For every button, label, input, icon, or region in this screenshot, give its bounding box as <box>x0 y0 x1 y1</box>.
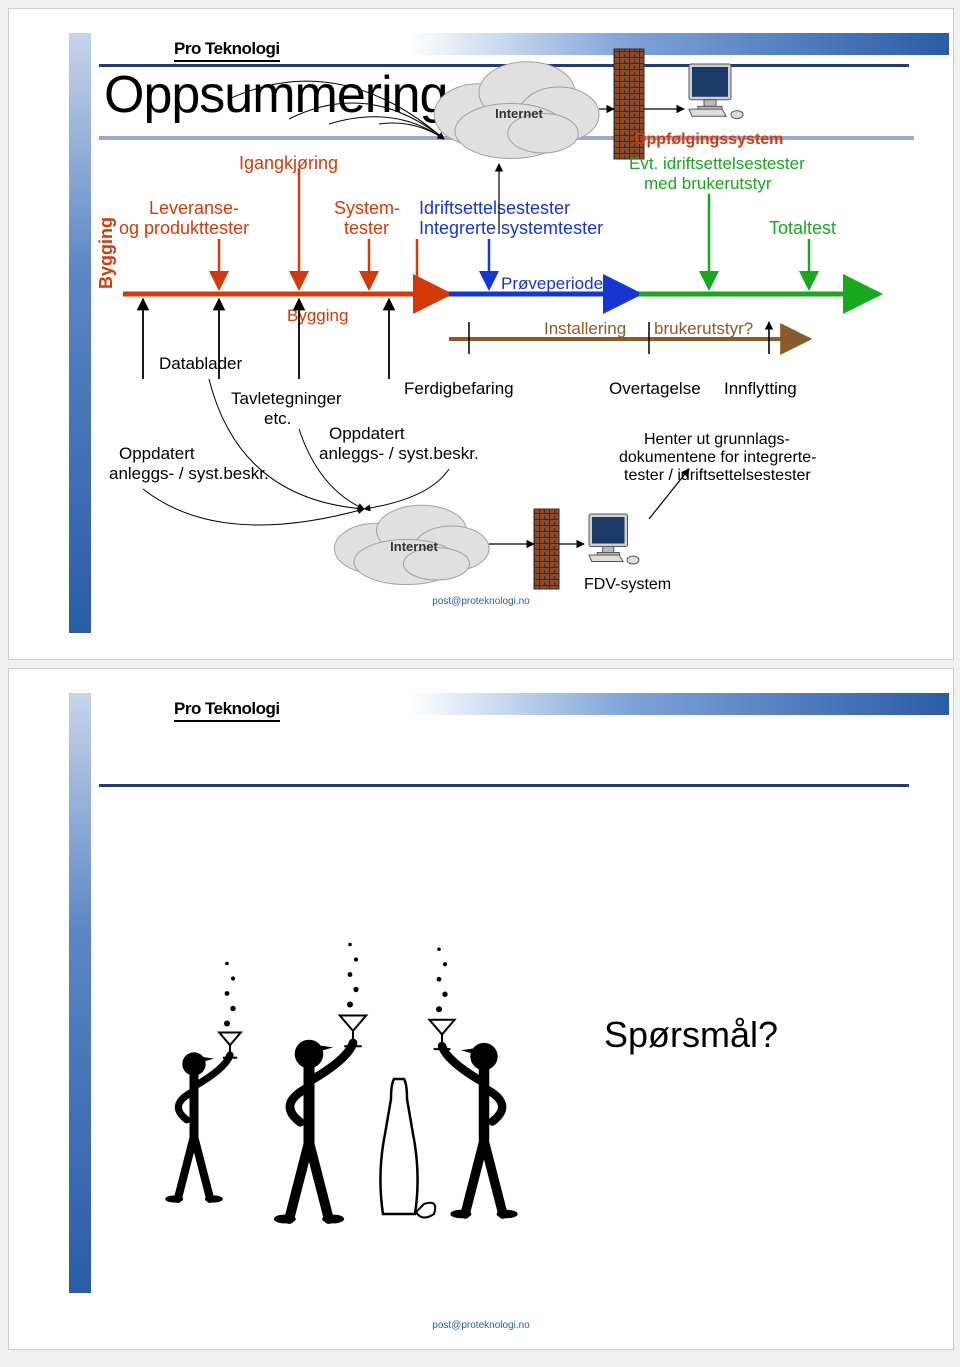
svg-text:Innflytting: Innflytting <box>724 379 797 398</box>
svg-text:Leveranse-: Leveranse- <box>149 198 239 218</box>
svg-text:dokumentene for integrerte-: dokumentene for integrerte- <box>619 449 816 466</box>
footer-email: post@proteknologi.no <box>432 1320 529 1331</box>
svg-text:Evt. idriftsettelsestester: Evt. idriftsettelsestester <box>629 154 805 173</box>
brand-text: Pro Teknologi <box>174 699 280 718</box>
sidebar-gradient <box>69 33 91 633</box>
svg-text:Datablader: Datablader <box>159 354 243 373</box>
top-gradient <box>409 693 949 715</box>
question-heading: Spørsmål? <box>604 1014 778 1056</box>
brand-logo: Pro Teknologi <box>174 699 280 722</box>
top-gradient <box>409 33 949 55</box>
svg-text:tester: tester <box>344 218 389 238</box>
svg-text:Internet: Internet <box>390 539 438 554</box>
svg-text:System-: System- <box>334 198 400 218</box>
brand-text: Pro Teknologi <box>174 39 280 58</box>
bygging-vertical-label: Bygging <box>96 217 117 289</box>
slide-oppsummering: Pro Teknologi Oppsummering Bygging <box>8 8 954 660</box>
svg-text:Integrerte systemtester: Integrerte systemtester <box>419 218 603 238</box>
svg-text:tester / idriftsettelsestester: tester / idriftsettelsestester <box>624 467 811 484</box>
svg-text:Prøveperiode: Prøveperiode <box>501 274 603 293</box>
svg-text:Oppdatert: Oppdatert <box>119 444 195 463</box>
svg-text:Oppdatert: Oppdatert <box>329 424 405 443</box>
header-rule <box>99 784 909 787</box>
svg-text:Ferdigbefaring: Ferdigbefaring <box>404 379 514 398</box>
svg-text:anleggs- / syst.beskr.: anleggs- / syst.beskr. <box>319 444 479 463</box>
svg-text:FDV-system: FDV-system <box>584 576 671 593</box>
svg-text:med brukerutstyr: med brukerutstyr <box>644 174 772 193</box>
svg-text:Igangkjøring: Igangkjøring <box>239 153 338 173</box>
svg-text:Oppfølgingssystem: Oppfølgingssystem <box>634 131 783 148</box>
svg-text:Installering: Installering <box>544 319 626 338</box>
slide-question: Pro Teknologi Spørsmål? post@proteknolog… <box>8 668 954 1350</box>
svg-text:og produkttester: og produkttester <box>119 218 249 238</box>
svg-text:Tavletegninger: Tavletegninger <box>231 389 342 408</box>
svg-text:Internet: Internet <box>495 106 543 121</box>
svg-text:Overtagelse: Overtagelse <box>609 379 701 398</box>
svg-text:etc.: etc. <box>264 409 291 428</box>
svg-text:brukerutstyr?: brukerutstyr? <box>654 319 753 338</box>
svg-text:Bygging: Bygging <box>287 306 348 325</box>
figures-svg <box>9 669 953 1349</box>
brand-logo: Pro Teknologi <box>174 39 280 62</box>
footer-email: post@proteknologi.no <box>432 596 529 607</box>
svg-text:Henter ut grunnlags-: Henter ut grunnlags- <box>644 431 790 448</box>
slide-title: Oppsummering <box>104 65 447 125</box>
svg-text:Idriftsettelsestester: Idriftsettelsestester <box>419 198 570 218</box>
svg-text:anleggs- / syst.beskr.: anleggs- / syst.beskr. <box>109 464 269 483</box>
svg-text:Totaltest: Totaltest <box>769 218 836 238</box>
sidebar-gradient <box>69 693 91 1293</box>
